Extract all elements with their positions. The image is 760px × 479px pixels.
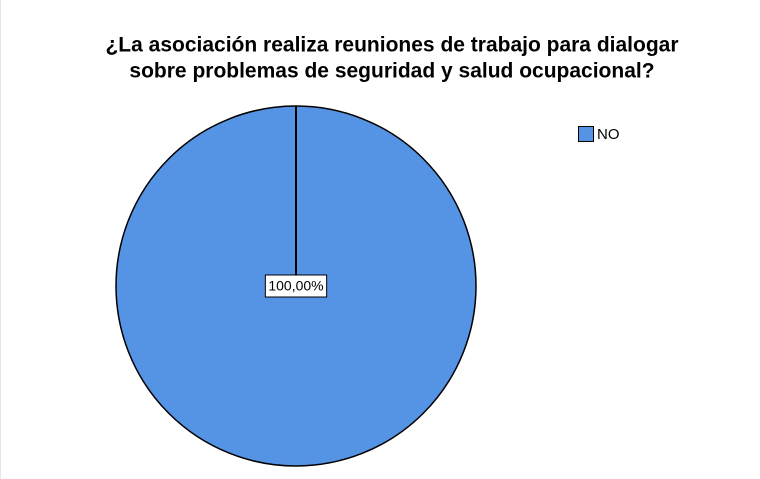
value-label: 100,00% [268, 278, 323, 294]
chart-title: sobre problemas de seguridad y salud ocu… [129, 60, 654, 83]
legend-swatch [578, 126, 594, 142]
chart-title: ¿La asociación realiza reuniones de trab… [105, 34, 678, 57]
legend-label: NO [597, 126, 620, 143]
value-label-box [264, 274, 328, 298]
